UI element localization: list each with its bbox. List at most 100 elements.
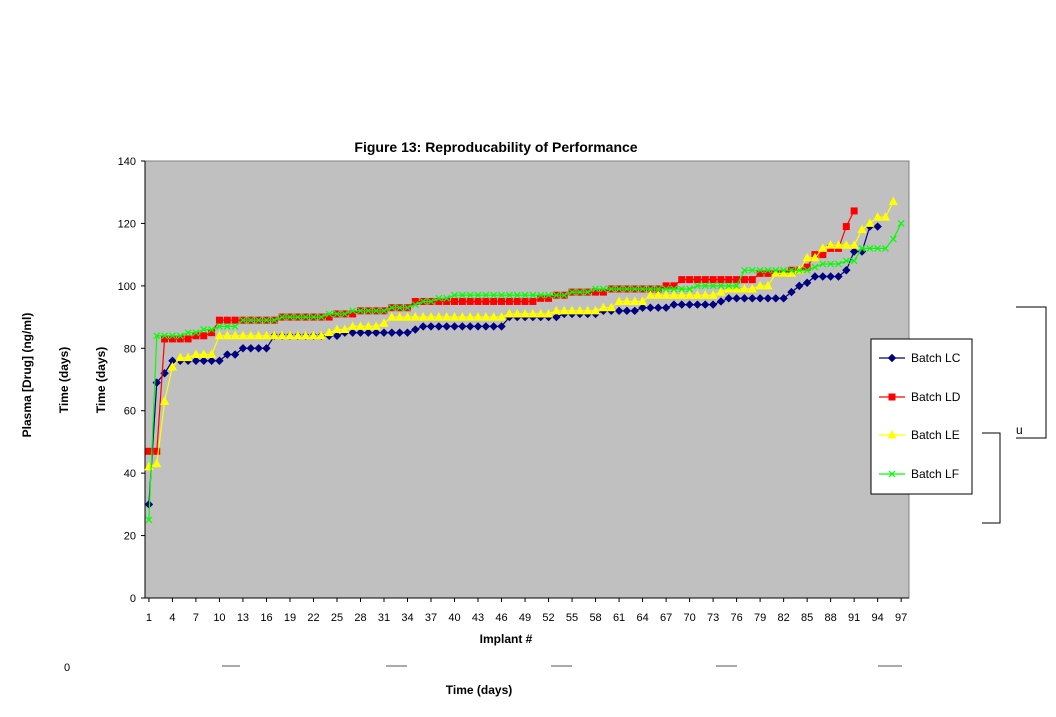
data-point	[685, 300, 694, 309]
legend-entry: Batch LE	[879, 428, 960, 442]
data-point	[755, 280, 765, 290]
data-point	[192, 329, 200, 337]
data-point	[678, 276, 686, 284]
data-point	[199, 356, 208, 365]
data-point	[748, 294, 757, 303]
data-point	[677, 290, 687, 299]
legend-entry: Batch LF	[879, 467, 959, 481]
data-point	[763, 294, 773, 303]
x-tick-label: 85	[801, 612, 813, 624]
data-point	[145, 447, 153, 455]
data-point	[355, 321, 366, 330]
data-point	[686, 276, 694, 284]
data-point	[756, 269, 764, 277]
data-point	[435, 294, 443, 302]
bottom-axis-label: Time (days)	[446, 683, 512, 697]
series-layer	[144, 196, 905, 524]
x-tick-label: 4	[169, 612, 175, 624]
data-point	[191, 356, 201, 365]
x-tick-label: 40	[448, 612, 460, 624]
data-point	[576, 288, 584, 296]
x-tick-label: 37	[425, 612, 437, 624]
data-point	[638, 303, 647, 312]
data-point	[747, 283, 757, 293]
y-tick-label: 60	[124, 406, 136, 418]
data-point	[513, 297, 521, 305]
data-point	[340, 324, 350, 334]
data-point	[161, 332, 169, 340]
data-point	[670, 285, 678, 293]
bracket-lower	[982, 432, 1001, 524]
data-point	[356, 328, 365, 337]
y-axis-label: Time (days)	[94, 347, 108, 413]
x-tick-label: 52	[542, 612, 554, 624]
data-point	[795, 281, 804, 291]
data-point	[419, 298, 427, 305]
data-point	[521, 291, 529, 299]
data-point	[294, 313, 302, 321]
x-tick-label: 76	[730, 612, 742, 624]
data-point	[802, 278, 812, 287]
data-point	[145, 516, 153, 524]
data-point	[850, 207, 858, 215]
data-point	[216, 323, 223, 330]
data-point	[215, 356, 224, 365]
data-point	[505, 291, 513, 299]
data-point	[380, 307, 388, 315]
data-point	[255, 316, 263, 324]
data-point	[694, 282, 701, 290]
data-point	[411, 301, 419, 309]
data-point	[246, 330, 256, 340]
data-point	[889, 235, 897, 243]
x-tick-label: 10	[213, 612, 225, 624]
y-tick-label: 120	[118, 218, 136, 230]
data-point	[513, 291, 521, 299]
x-tick-label: 94	[872, 612, 884, 624]
data-point	[763, 280, 773, 290]
data-point	[153, 332, 161, 340]
data-point	[552, 291, 560, 299]
x-tick-label: 70	[683, 612, 695, 624]
legend-entry: Batch LC	[879, 351, 961, 365]
data-point	[810, 252, 820, 262]
data-point	[262, 344, 271, 353]
data-point	[254, 344, 263, 353]
data-point	[701, 276, 709, 284]
data-point	[498, 291, 505, 299]
data-point	[379, 328, 389, 337]
data-point	[537, 294, 545, 302]
data-point	[520, 308, 530, 318]
data-point	[247, 316, 255, 324]
data-point	[709, 282, 717, 290]
x-tick-label: 46	[495, 612, 507, 624]
legend-label: Batch LD	[911, 390, 961, 404]
data-point	[269, 330, 279, 340]
data-point	[630, 306, 639, 316]
data-point	[341, 310, 349, 318]
data-point	[482, 291, 490, 299]
x-tick-label: 13	[237, 612, 249, 624]
data-point	[528, 308, 538, 318]
data-point	[176, 332, 184, 340]
data-point	[183, 352, 193, 362]
bottom-origin-tick: 0	[64, 662, 70, 674]
data-point	[223, 323, 231, 330]
data-point	[161, 335, 169, 343]
data-point	[646, 285, 654, 293]
data-point	[300, 330, 311, 340]
data-point	[708, 300, 718, 309]
data-point	[332, 331, 342, 341]
data-point	[434, 322, 444, 331]
data-point	[637, 296, 648, 305]
data-point	[559, 305, 569, 315]
data-point	[474, 297, 482, 305]
data-point	[857, 224, 867, 234]
data-point	[849, 240, 859, 249]
data-point	[684, 290, 695, 299]
data-point	[490, 291, 498, 299]
data-point	[592, 285, 599, 293]
x-axis-label: Implant #	[480, 632, 533, 646]
data-point	[850, 257, 858, 265]
y-ticks: 0 20 40 60 80 100 120 140	[118, 156, 145, 605]
data-point	[835, 260, 842, 268]
